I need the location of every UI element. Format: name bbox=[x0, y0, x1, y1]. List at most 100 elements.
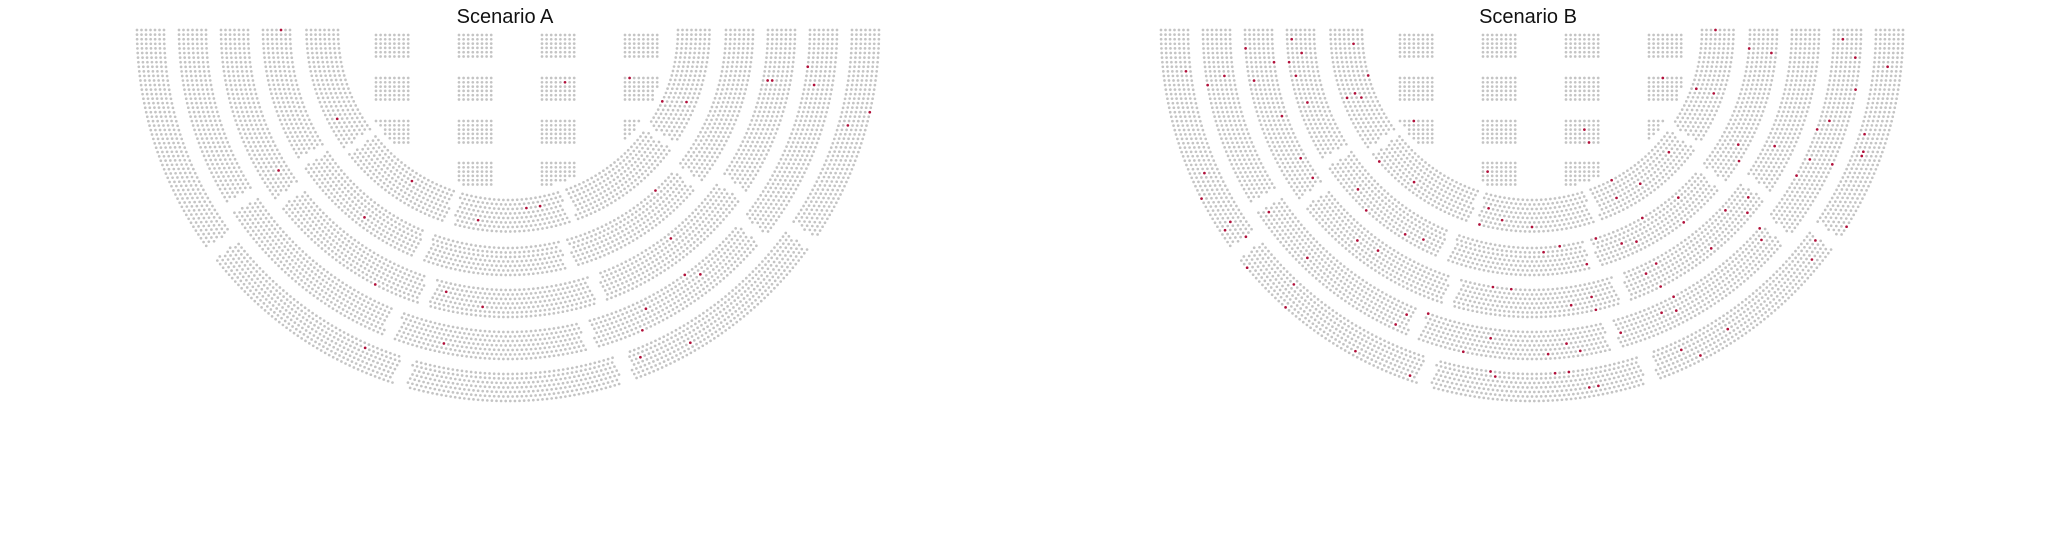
seat bbox=[758, 137, 761, 140]
seat bbox=[335, 184, 338, 187]
seat bbox=[559, 268, 562, 271]
seat bbox=[788, 171, 791, 174]
seat bbox=[337, 166, 340, 169]
seat bbox=[712, 135, 715, 138]
seat bbox=[791, 65, 794, 68]
seat bbox=[216, 111, 219, 114]
seat bbox=[454, 245, 457, 248]
seat bbox=[220, 137, 223, 140]
seat bbox=[269, 65, 272, 68]
seat bbox=[780, 115, 783, 118]
seat bbox=[429, 185, 432, 188]
seat bbox=[274, 197, 277, 200]
seat bbox=[751, 141, 754, 144]
seat bbox=[320, 272, 323, 275]
seat bbox=[770, 84, 773, 87]
seat bbox=[432, 206, 435, 209]
seat bbox=[316, 135, 319, 138]
seat bbox=[341, 191, 344, 194]
seat bbox=[290, 97, 293, 100]
seat bbox=[465, 243, 468, 246]
seat bbox=[287, 127, 290, 130]
seat bbox=[477, 228, 480, 231]
seat bbox=[272, 169, 275, 172]
seat bbox=[364, 325, 367, 328]
seat bbox=[590, 249, 593, 252]
seat bbox=[761, 260, 764, 263]
seat bbox=[414, 291, 417, 294]
seat bbox=[431, 326, 434, 329]
seat bbox=[441, 191, 444, 194]
seat bbox=[723, 188, 726, 191]
seat bbox=[262, 213, 265, 216]
seat bbox=[407, 177, 410, 180]
seat bbox=[781, 175, 784, 178]
seat bbox=[227, 93, 230, 96]
seat bbox=[511, 340, 514, 343]
seat bbox=[346, 117, 349, 120]
seat bbox=[607, 177, 610, 180]
seat bbox=[500, 256, 503, 259]
seat bbox=[364, 205, 367, 208]
seat bbox=[359, 248, 362, 251]
seat bbox=[723, 97, 726, 100]
seat bbox=[334, 303, 337, 306]
seat bbox=[621, 282, 624, 285]
seat bbox=[699, 33, 702, 36]
seat bbox=[289, 263, 292, 266]
seat bbox=[701, 163, 704, 166]
seat bbox=[779, 179, 782, 182]
seat bbox=[828, 75, 831, 78]
highlighted-seat bbox=[813, 84, 816, 87]
seat bbox=[607, 232, 610, 235]
seat bbox=[335, 61, 338, 64]
seat bbox=[667, 250, 670, 253]
seat bbox=[602, 285, 605, 288]
seat bbox=[258, 119, 261, 122]
seat bbox=[470, 266, 473, 269]
seat bbox=[757, 206, 760, 209]
seat bbox=[470, 257, 473, 260]
seat bbox=[456, 288, 459, 291]
seat bbox=[525, 311, 528, 314]
seat bbox=[530, 206, 533, 209]
seat bbox=[275, 29, 278, 32]
seat bbox=[707, 135, 710, 138]
seat bbox=[772, 183, 775, 186]
seat bbox=[400, 189, 403, 192]
seat bbox=[350, 193, 353, 196]
seat bbox=[254, 226, 257, 229]
seat bbox=[520, 216, 523, 219]
seat bbox=[242, 174, 245, 177]
seat bbox=[720, 273, 723, 276]
seat bbox=[195, 133, 198, 136]
seat bbox=[447, 309, 450, 312]
seat bbox=[713, 261, 716, 264]
seat bbox=[653, 124, 656, 127]
seat bbox=[313, 65, 316, 68]
seat bbox=[472, 342, 475, 345]
seat bbox=[754, 166, 757, 169]
seat bbox=[723, 144, 726, 147]
seat bbox=[400, 219, 403, 222]
seat bbox=[737, 200, 740, 203]
seat bbox=[530, 301, 533, 304]
seat bbox=[706, 155, 709, 158]
seat bbox=[546, 217, 549, 220]
seat bbox=[694, 38, 697, 41]
seat bbox=[264, 61, 267, 64]
seat bbox=[679, 105, 682, 108]
seat bbox=[698, 159, 701, 162]
seat bbox=[829, 65, 832, 68]
seat bbox=[718, 251, 721, 254]
seat bbox=[326, 166, 329, 169]
seat bbox=[210, 106, 213, 109]
seat bbox=[710, 139, 713, 142]
seat bbox=[561, 209, 564, 212]
seat bbox=[790, 132, 793, 135]
seat bbox=[681, 130, 684, 133]
seat bbox=[725, 208, 728, 211]
seat bbox=[699, 42, 702, 45]
seat bbox=[370, 255, 373, 258]
seat bbox=[330, 192, 333, 195]
